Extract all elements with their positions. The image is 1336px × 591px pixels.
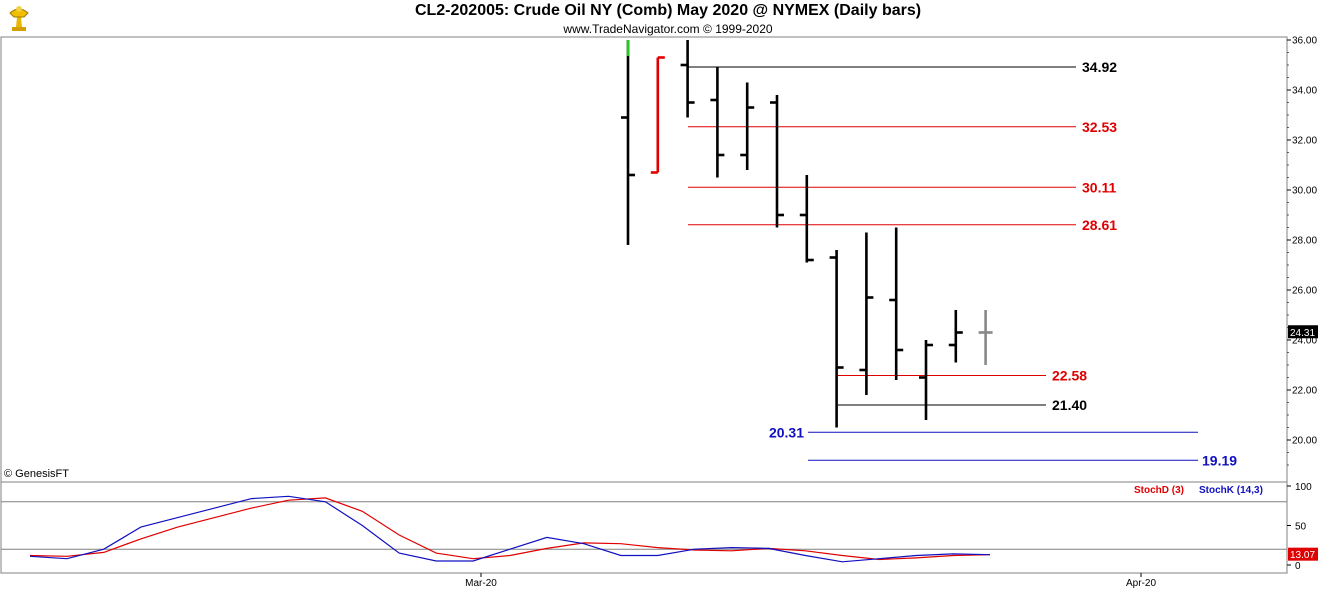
ohlc-bar [948, 310, 963, 363]
stochastic-panel: 100 50 0 StochD (3) StochK (14,3) 13.07 [1, 482, 1318, 572]
stoch-tick-label: 100 [1295, 482, 1312, 493]
chart-title: CL2-202005: Crude Oil NY (Comb) May 2020… [414, 2, 922, 19]
plot-border [0, 36, 1288, 574]
stoch-last-label: 13.07 [1290, 550, 1315, 561]
ohlc-bar [770, 95, 784, 228]
price-axis: 36.00 34.00 32.00 30.00 28.00 26.00 24.00 22.00… [1287, 36, 1318, 466]
ohlc-bar [889, 227, 904, 380]
level-label: 34.92 [1082, 59, 1117, 75]
support-resistance-levels: 34.92 32.53 30.11 28.61 22.58 21.40 20.31 19.19 [688, 59, 1237, 468]
ohlc-bar [919, 340, 933, 420]
stoch-d-legend: StochD (3) [1134, 485, 1184, 496]
price-tick-label: 32.00 [1292, 136, 1317, 147]
stoch-k-line [29, 495, 991, 563]
price-tick-label: 28.00 [1292, 236, 1317, 247]
level-label: 30.11 [1082, 179, 1116, 195]
stoch-k-legend: StochK (14,3) [1199, 485, 1263, 496]
price-tick-label: 34.00 [1292, 86, 1317, 97]
price-tick-label: 20.00 [1292, 436, 1317, 447]
stoch-tick-label: 50 [1295, 522, 1307, 533]
ohlc-bar [799, 175, 814, 263]
last-price-label: 24.31 [1290, 328, 1315, 339]
ohlc-bar [978, 310, 993, 365]
chart-subtitle: www.TradeNavigator.com © 1999-2020 [563, 22, 773, 36]
ohlc-bar [829, 250, 844, 428]
time-axis: Mar-20 Apr-20 [465, 573, 1156, 589]
price-tick-label: 22.00 [1292, 386, 1317, 397]
ohlc-bars [621, 40, 993, 428]
price-tick-label: 24.00 [1292, 336, 1317, 347]
time-tick-label: Apr-20 [1126, 578, 1156, 589]
price-tick-label: 26.00 [1292, 286, 1317, 297]
level-label: 19.19 [1202, 452, 1237, 468]
chart-frame [0, 36, 1288, 574]
watermark: © GenesisFT [4, 468, 69, 480]
last-price-box [1288, 325, 1318, 339]
ohlc-bar [859, 232, 874, 395]
ohlc-bar [740, 82, 755, 170]
ohlc-bar [680, 40, 695, 118]
stoch-last-box [1288, 547, 1318, 561]
ohlc-bar [621, 40, 635, 245]
stoch-d-line [29, 497, 991, 561]
stoch-tick-label: 0 [1295, 561, 1301, 572]
level-label: 32.53 [1082, 119, 1117, 135]
ohlc-bar [710, 67, 725, 178]
level-label: 21.40 [1052, 397, 1087, 413]
level-label: 22.58 [1052, 368, 1087, 384]
level-label: 20.31 [769, 424, 804, 440]
price-tick-label: 36.00 [1292, 36, 1317, 47]
level-label: 28.61 [1082, 217, 1117, 233]
price-tick-label: 30.00 [1292, 186, 1317, 197]
ohlc-bar [650, 56, 665, 174]
bull-and-bear-trophy-icon [4, 3, 34, 33]
time-tick-label: Mar-20 [465, 578, 497, 589]
